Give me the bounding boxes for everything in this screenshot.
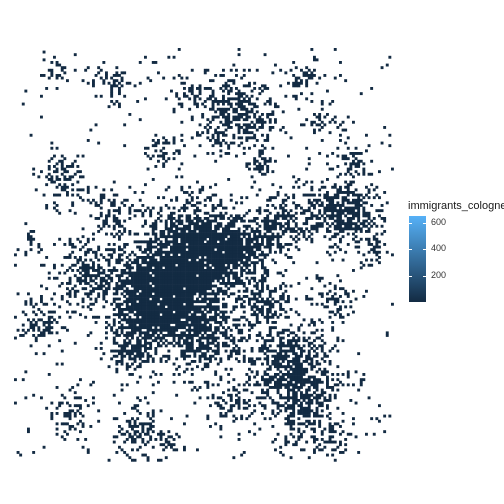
color-legend: immigrants_cologne 200 400 600	[405, 200, 504, 310]
legend-label-200: 200	[431, 269, 447, 280]
legend-tick	[409, 275, 412, 277]
legend-tick	[409, 222, 412, 224]
legend-tick	[423, 222, 426, 224]
legend-tick	[423, 249, 426, 251]
legend-label-400: 400	[431, 243, 447, 254]
legend-label-600: 600	[431, 216, 447, 227]
legend-tick	[423, 275, 426, 277]
legend-title: immigrants_cologne	[408, 200, 504, 212]
map-cells	[14, 48, 394, 462]
legend-tick	[409, 249, 412, 251]
legend-colorbar	[409, 216, 426, 302]
